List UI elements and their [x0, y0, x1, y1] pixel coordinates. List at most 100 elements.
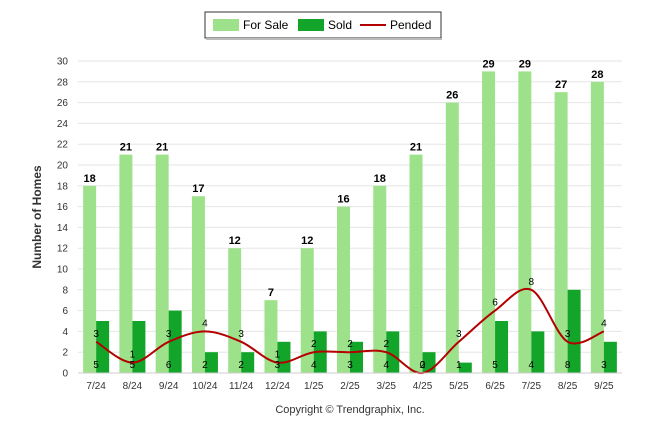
legend-box-shadow: [206, 38, 442, 40]
data-label-sold: 8: [565, 360, 571, 371]
x-tick-label: 5/25: [449, 381, 469, 392]
data-label-for-sale: 12: [301, 235, 313, 247]
legend: For Sale Sold Pended: [204, 11, 442, 40]
legend-label-for-sale: For Sale: [243, 18, 289, 32]
x-axis-ticks: 7/24 8/24 9/24 10/24 11/24 12/24 1/25 2/25 3/25 4…: [86, 381, 614, 392]
legend-item-sold[interactable]: Sold: [298, 18, 352, 32]
legend-swatch-sold: [298, 19, 324, 31]
bars: [83, 71, 617, 374]
data-label-pended: 2: [311, 339, 317, 350]
x-tick-label: 10/24: [192, 381, 217, 392]
data-label-for-sale: 18: [84, 173, 96, 185]
x-tick-label: 1/25: [304, 381, 324, 392]
bar-for-sale: [191, 196, 205, 373]
data-label-pended: 4: [202, 318, 208, 329]
data-label-for-sale: 27: [555, 79, 567, 91]
y-tick-label: 0: [62, 369, 68, 380]
bar-sold: [567, 289, 581, 373]
x-tick-label: 8/25: [558, 381, 578, 392]
data-label-pended: 4: [601, 318, 607, 329]
legend-label-sold: Sold: [328, 18, 352, 32]
data-label-pended: 2: [347, 339, 353, 350]
bar-sold: [603, 341, 617, 373]
bar-for-sale: [264, 300, 278, 373]
data-label-for-sale: 21: [410, 142, 422, 154]
y-tick-label: 6: [62, 306, 68, 317]
bar-for-sale: [300, 248, 314, 373]
bar-sold: [495, 321, 509, 373]
bar-for-sale: [83, 185, 97, 373]
data-label-for-sale: 29: [482, 58, 494, 70]
pended-line-layer: [95, 287, 605, 375]
bar-for-sale: [228, 248, 242, 373]
bar-sold: [168, 310, 182, 373]
data-label-pended: 6: [492, 298, 498, 309]
data-label-for-sale: 18: [374, 173, 386, 185]
data-label-pended: 3: [166, 329, 172, 340]
bar-for-sale: [155, 154, 169, 373]
data-label-for-sale: 26: [446, 90, 458, 102]
data-label-sold: 5: [492, 360, 498, 371]
data-label-pended: 1: [275, 350, 281, 361]
bar-for-sale: [409, 154, 423, 373]
y-tick-label: 24: [57, 119, 69, 130]
x-tick-label: 12/24: [265, 381, 290, 392]
data-label-pended: 0: [420, 360, 426, 371]
data-label-pended: 2: [383, 339, 389, 350]
y-tick-label: 4: [62, 327, 68, 338]
data-label-pended: 3: [93, 329, 99, 340]
bar-sold: [277, 341, 291, 373]
data-label-for-sale: 21: [120, 142, 132, 154]
bar-for-sale: [445, 102, 459, 373]
x-tick-label: 7/24: [86, 381, 106, 392]
data-label-sold: 2: [420, 360, 426, 371]
data-label-for-sale: 21: [156, 142, 168, 154]
y-tick-label: 28: [57, 77, 69, 88]
data-label-pended: 1: [130, 350, 136, 361]
x-tick-label: 11/24: [229, 381, 254, 392]
x-tick-label: 6/25: [485, 381, 505, 392]
y-tick-label: 16: [57, 202, 69, 213]
data-label-for-sale: 28: [591, 69, 603, 81]
data-label-for-sale: 7: [268, 287, 274, 299]
data-label-sold: 4: [529, 360, 535, 371]
legend-label-pended: Pended: [390, 18, 431, 32]
data-label-pended: 8: [529, 277, 535, 288]
bar-for-sale: [337, 206, 350, 373]
y-axis-title: Number of Homes: [30, 165, 44, 269]
y-tick-label: 8: [62, 285, 68, 296]
data-label-sold: 2: [238, 360, 244, 371]
y-tick-label: 12: [57, 244, 69, 255]
data-label-for-sale: 12: [229, 235, 241, 247]
data-label-pended: 3: [565, 329, 571, 340]
bar-for-sale: [373, 185, 387, 373]
x-tick-label: 3/25: [377, 381, 397, 392]
data-label-sold: 5: [130, 360, 136, 371]
bar-sold: [386, 331, 400, 373]
bar-sold: [204, 352, 218, 373]
data-label-sold: 2: [202, 360, 208, 371]
data-label-sold: 4: [311, 360, 317, 371]
y-tick-label: 10: [57, 265, 69, 276]
y-tick-label: 20: [57, 161, 69, 172]
data-label-sold: 3: [275, 360, 281, 371]
data-label-sold: 6: [166, 360, 172, 371]
y-tick-label: 22: [57, 140, 69, 151]
x-tick-label: 9/25: [594, 381, 614, 392]
x-tick-label: 4/25: [413, 381, 433, 392]
bar-for-sale: [554, 92, 568, 373]
copyright-credit: Copyright © Trendgraphix, Inc.: [275, 404, 424, 416]
x-tick-label: 7/25: [522, 381, 542, 392]
bar-sold: [458, 362, 472, 373]
data-label-sold: 5: [93, 360, 99, 371]
bar-for-sale: [590, 81, 604, 374]
legend-item-pended[interactable]: Pended: [360, 18, 431, 32]
y-tick-label: 2: [62, 348, 68, 359]
y-tick-label: 14: [57, 223, 69, 234]
x-tick-label: 2/25: [340, 381, 360, 392]
bar-for-sale: [518, 71, 532, 374]
x-tick-label: 8/24: [123, 381, 143, 392]
legend-item-for-sale[interactable]: For Sale: [213, 18, 289, 32]
